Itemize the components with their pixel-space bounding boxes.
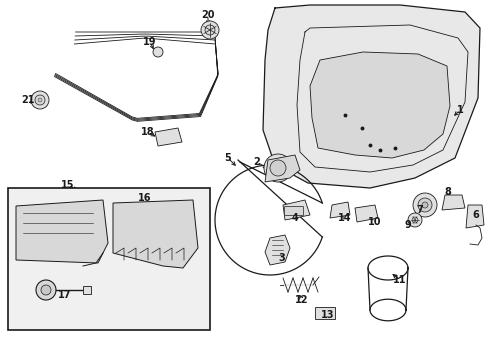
Text: 6: 6 [472, 210, 478, 220]
Polygon shape [263, 5, 479, 188]
Polygon shape [16, 200, 108, 263]
Text: 7: 7 [416, 205, 423, 215]
Circle shape [201, 21, 219, 39]
Text: 17: 17 [58, 290, 72, 300]
Polygon shape [441, 195, 464, 210]
Polygon shape [354, 205, 377, 222]
Text: 3: 3 [278, 253, 285, 263]
Circle shape [204, 25, 215, 35]
Circle shape [264, 154, 291, 182]
Text: 2: 2 [253, 157, 260, 167]
Circle shape [269, 160, 285, 176]
Circle shape [407, 213, 421, 227]
Text: 11: 11 [392, 275, 406, 285]
Bar [8, 188, 209, 330]
Text: 20: 20 [201, 10, 214, 20]
Polygon shape [465, 205, 483, 228]
Polygon shape [264, 235, 289, 265]
Circle shape [417, 198, 431, 212]
Text: 13: 13 [321, 310, 334, 320]
Circle shape [35, 95, 45, 105]
Text: 12: 12 [295, 295, 308, 305]
Text: 21: 21 [21, 95, 35, 105]
Polygon shape [283, 200, 309, 220]
Polygon shape [264, 155, 299, 182]
Text: 14: 14 [338, 213, 351, 223]
Text: 8: 8 [444, 187, 450, 197]
Circle shape [421, 202, 427, 208]
Bar [314, 307, 334, 319]
Bar [83, 286, 91, 294]
Text: 1: 1 [456, 105, 463, 115]
Text: 15: 15 [61, 180, 75, 190]
Text: 9: 9 [404, 220, 410, 230]
Polygon shape [155, 128, 182, 146]
Circle shape [411, 217, 417, 223]
Circle shape [38, 98, 42, 102]
Text: 18: 18 [141, 127, 155, 137]
Circle shape [31, 91, 49, 109]
Text: 10: 10 [367, 217, 381, 227]
Polygon shape [113, 200, 198, 268]
Circle shape [36, 280, 56, 300]
Text: 5: 5 [224, 153, 231, 163]
Circle shape [412, 193, 436, 217]
FancyBboxPatch shape [284, 207, 303, 216]
Text: 16: 16 [138, 193, 151, 203]
Circle shape [153, 47, 163, 57]
Circle shape [41, 285, 51, 295]
Text: 4: 4 [291, 213, 298, 223]
Polygon shape [329, 202, 349, 218]
Text: 19: 19 [143, 37, 157, 47]
Polygon shape [309, 52, 449, 158]
